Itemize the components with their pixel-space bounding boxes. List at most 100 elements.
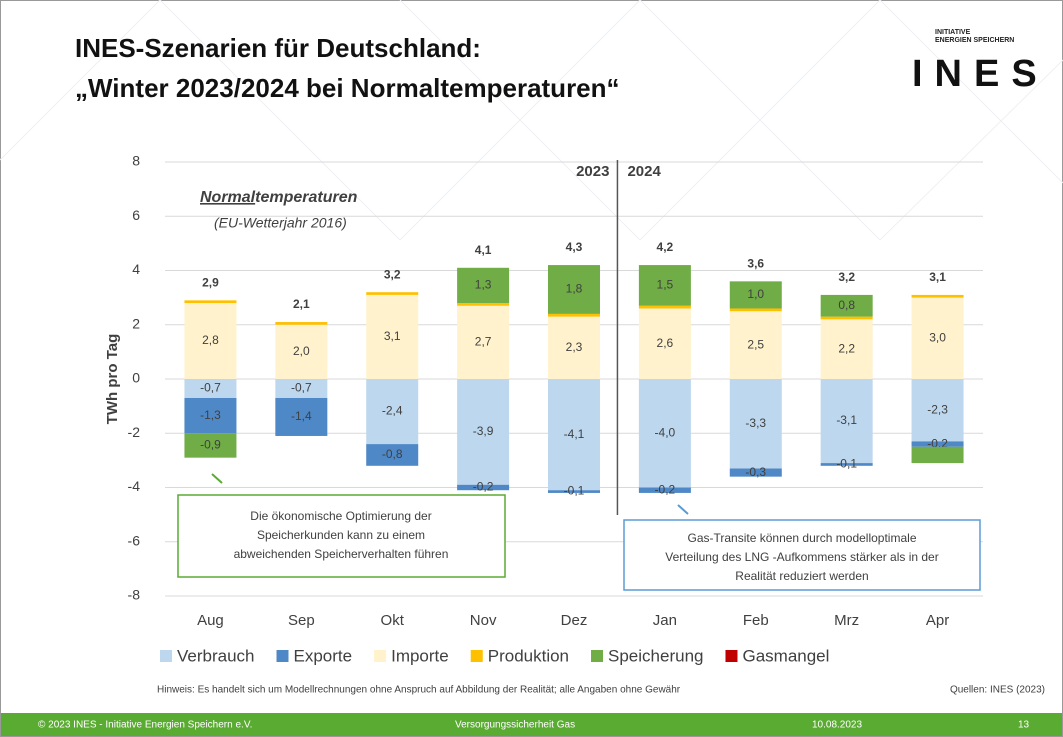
data-label: -4,1 (564, 427, 585, 441)
data-label: -0,2 (927, 436, 948, 450)
data-label: -0,2 (473, 480, 494, 494)
legend-label: Speicherung (608, 646, 703, 665)
total-label: 4,3 (566, 240, 583, 254)
logo: INES (912, 53, 1049, 95)
bar-segment (275, 379, 328, 398)
data-label: 2,6 (657, 336, 674, 350)
bar-segment (911, 297, 964, 379)
bar-segment (729, 281, 782, 309)
legend-swatch (470, 650, 483, 662)
data-label: 2,2 (838, 341, 855, 355)
data-label: 2,7 (475, 335, 492, 349)
bar-segment (729, 308, 782, 312)
x-tick-label: Mrz (834, 612, 859, 629)
callout-arrow (677, 504, 689, 515)
bar-segment (457, 303, 510, 306)
data-label: 2,5 (747, 337, 764, 351)
callout-text: Realität reduziert werden (735, 569, 868, 583)
data-label: -0,9 (200, 438, 221, 452)
bar-segment (911, 379, 964, 442)
data-label: -4,0 (655, 425, 676, 439)
annotation-bold: Normal (200, 189, 256, 206)
x-tick-label: Apr (926, 612, 949, 629)
callout-text: Die ökonomische Optimierung der (250, 509, 431, 523)
bar-segment (366, 444, 419, 466)
data-label: -0,1 (836, 457, 857, 471)
x-tick-label: Nov (470, 612, 497, 629)
y-tick-label: 2 (132, 315, 140, 331)
data-label: 2,8 (202, 333, 219, 347)
callout-text: abweichenden Speicherverhalten führen (234, 547, 449, 561)
legend-label: Produktion (488, 646, 569, 665)
data-label: 0,8 (838, 298, 855, 312)
bar-segment (820, 294, 873, 317)
bar-segment (638, 305, 691, 309)
bar-segment (184, 300, 237, 304)
y-tick-label: -4 (128, 478, 141, 494)
bar-segment (184, 379, 237, 398)
bar-segment (366, 292, 419, 295)
data-label: 1,5 (657, 278, 674, 292)
callout-text: Speicherkunden kann zu einem (257, 528, 425, 542)
data-label: -0,2 (655, 482, 676, 496)
data-label: -0,8 (382, 447, 403, 461)
data-label: -2,3 (927, 402, 948, 416)
bar-segment (911, 446, 964, 464)
bar-segment (184, 433, 237, 458)
x-tick-label: Aug (197, 612, 224, 629)
bar-segment (275, 322, 328, 325)
bar-segment (911, 294, 964, 298)
logo-text: INITIATIVE (935, 29, 971, 36)
data-label: 1,8 (566, 282, 583, 296)
data-label: -0,7 (200, 381, 221, 395)
bar-segment (729, 468, 782, 477)
data-label: -0,7 (291, 381, 312, 395)
x-tick-label: Jan (653, 612, 677, 629)
bar-segment (638, 379, 691, 488)
bar-segment (820, 463, 873, 466)
total-label: 3,1 (929, 270, 946, 284)
total-label: 4,2 (657, 240, 674, 254)
data-label: -3,9 (473, 424, 494, 438)
annotation-rest: temperaturen (255, 189, 357, 206)
bar-segment (275, 397, 328, 436)
background-pattern (0, 0, 1063, 241)
y-tick-label: 4 (132, 261, 140, 277)
footer-text: 10.08.2023 (812, 720, 862, 731)
bar-segment (638, 487, 691, 493)
footer-text: Versorgungssicherheit Gas (455, 720, 575, 731)
x-tick-label: Sep (288, 612, 315, 629)
total-label: 2,9 (202, 276, 219, 290)
footer-text: © 2023 INES - Initiative Energien Speich… (38, 720, 252, 731)
footer-bar (1, 713, 1062, 736)
data-label: -2,4 (382, 404, 403, 418)
legend-swatch (160, 650, 172, 662)
callout-box (623, 519, 981, 591)
bar-segment (638, 308, 691, 379)
bar-segment (548, 379, 600, 491)
x-tick-label: Okt (381, 612, 405, 629)
data-label: -1,3 (200, 408, 221, 422)
x-tick-label: Dez (561, 612, 588, 629)
legend-label: Gasmangel (742, 646, 829, 665)
y-tick-label: -6 (128, 532, 141, 548)
bar-segment (275, 324, 328, 379)
total-label: 3,2 (838, 270, 855, 284)
legend-label: Importe (391, 646, 449, 665)
bar-segment (366, 379, 419, 445)
bar-segment (548, 490, 600, 493)
annotation: Normaltemperaturen (200, 189, 358, 206)
legend-swatch (374, 650, 387, 662)
y-tick-label: 8 (132, 153, 140, 169)
data-label: -0,3 (745, 465, 766, 479)
data-label: 2,0 (293, 344, 310, 358)
y-tick-label: 6 (132, 207, 140, 223)
y-tick-label: 0 (132, 370, 140, 386)
bar-segment (366, 294, 419, 379)
bar-segment (457, 305, 510, 379)
legend-swatch (591, 650, 604, 662)
bar-segment (457, 484, 510, 491)
data-label: -1,4 (291, 409, 312, 423)
